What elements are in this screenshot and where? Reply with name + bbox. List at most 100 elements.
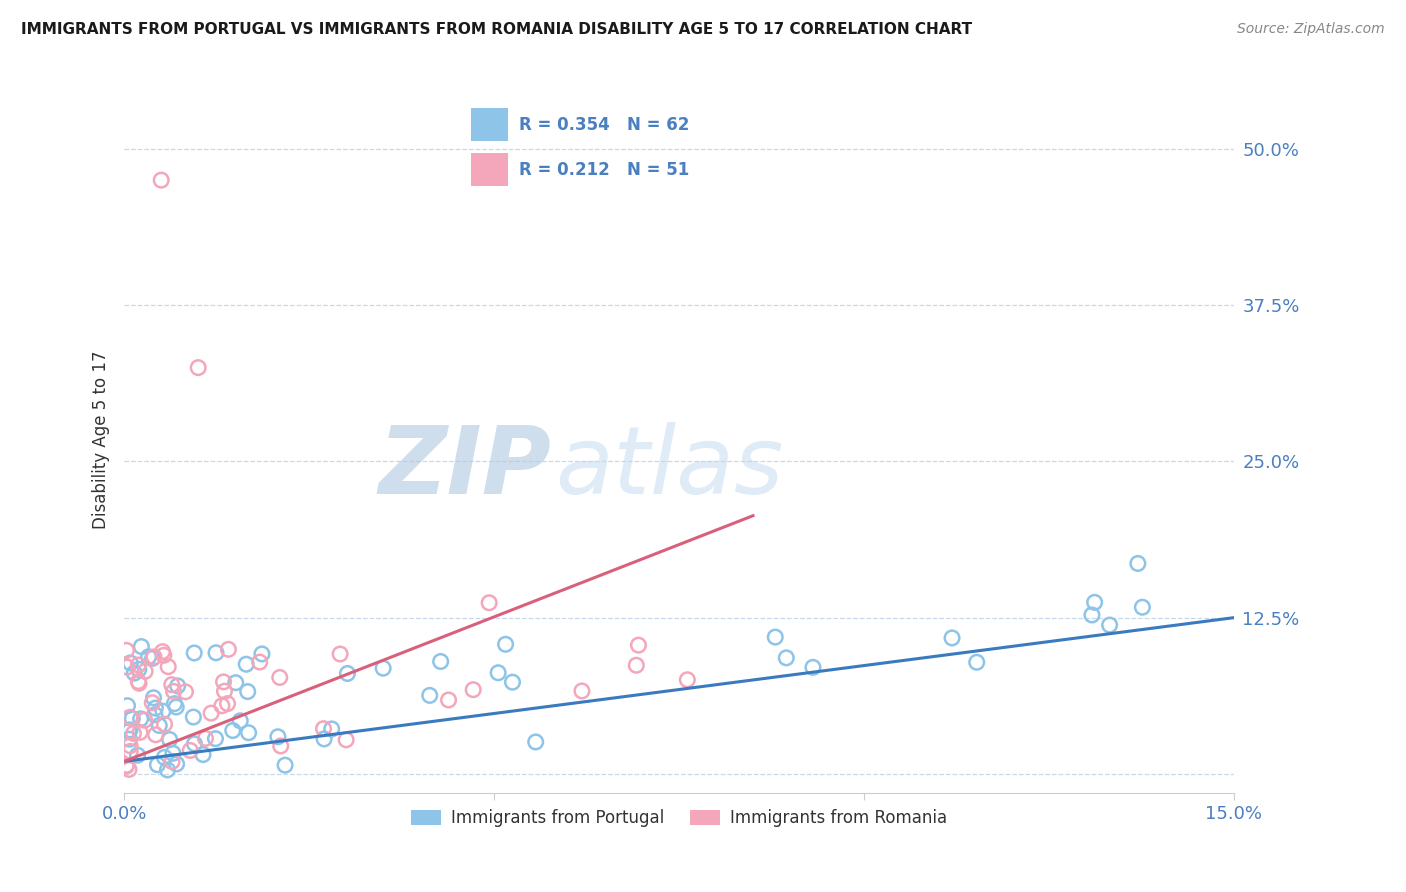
Point	[194, 731, 217, 746]
Point	[336, 666, 359, 681]
Point	[118, 763, 141, 777]
Point	[419, 689, 441, 703]
Point	[115, 660, 138, 674]
Point	[129, 725, 152, 739]
Point	[115, 643, 138, 657]
Point	[238, 725, 260, 739]
Point	[627, 638, 650, 652]
Point	[217, 697, 239, 711]
Point	[235, 657, 257, 672]
Point	[966, 655, 988, 669]
Point	[152, 704, 174, 718]
Point	[166, 756, 188, 771]
Point	[676, 673, 699, 687]
Point	[249, 655, 271, 669]
Point	[146, 757, 169, 772]
Point	[121, 712, 143, 726]
Point	[157, 659, 180, 673]
Point	[1132, 600, 1154, 615]
Point	[145, 701, 167, 715]
Point	[183, 646, 205, 660]
Point	[148, 718, 170, 732]
Point	[159, 732, 181, 747]
Point	[134, 713, 156, 727]
Point	[141, 696, 163, 710]
Point	[160, 678, 183, 692]
Point	[1084, 595, 1107, 609]
Point	[495, 637, 517, 651]
Legend: Immigrants from Portugal, Immigrants from Romania: Immigrants from Portugal, Immigrants fro…	[405, 803, 953, 834]
Point	[153, 717, 176, 731]
Text: Source: ZipAtlas.com: Source: ZipAtlas.com	[1237, 22, 1385, 37]
Point	[212, 674, 235, 689]
Point	[626, 658, 648, 673]
Point	[120, 656, 142, 670]
Point	[138, 649, 160, 664]
Point	[127, 674, 149, 689]
Point	[1126, 557, 1149, 571]
Point	[329, 647, 352, 661]
Point	[143, 707, 166, 722]
Point	[217, 642, 239, 657]
Point	[274, 758, 297, 772]
Point	[115, 759, 138, 773]
Point	[801, 660, 824, 674]
Point	[165, 700, 187, 714]
Point	[312, 722, 335, 736]
Point	[763, 630, 786, 644]
Point	[183, 710, 205, 724]
Point	[162, 684, 184, 698]
Point	[229, 714, 252, 728]
Point	[166, 679, 188, 693]
Point	[205, 646, 228, 660]
Point	[120, 723, 142, 737]
Point	[174, 685, 197, 699]
Point	[191, 747, 214, 762]
Point	[478, 596, 501, 610]
Point	[150, 173, 173, 187]
Point	[179, 743, 201, 757]
Point	[524, 735, 547, 749]
Point	[211, 698, 233, 713]
Point	[1098, 618, 1121, 632]
Point	[127, 748, 149, 763]
Point	[429, 655, 451, 669]
Point	[236, 684, 259, 698]
Point	[142, 651, 165, 665]
Point	[162, 747, 184, 761]
Point	[225, 675, 247, 690]
Point	[269, 670, 291, 684]
Point	[134, 665, 156, 679]
Point	[270, 739, 292, 753]
Point	[321, 722, 343, 736]
Point	[775, 650, 797, 665]
Point	[222, 723, 245, 738]
Point	[142, 690, 165, 705]
Point	[204, 731, 226, 746]
Point	[152, 645, 174, 659]
Point	[115, 758, 138, 772]
Point	[200, 706, 222, 720]
Y-axis label: Disability Age 5 to 17: Disability Age 5 to 17	[93, 351, 110, 529]
Point	[145, 728, 167, 742]
Point	[571, 684, 593, 698]
Point	[463, 682, 485, 697]
Point	[120, 739, 142, 753]
Point	[267, 730, 290, 744]
Point	[117, 698, 139, 713]
Point	[143, 650, 166, 665]
Text: atlas: atlas	[555, 422, 783, 513]
Point	[156, 763, 179, 777]
Point	[127, 657, 149, 672]
Point	[373, 661, 395, 675]
Point	[437, 693, 460, 707]
Point	[335, 732, 357, 747]
Point	[486, 665, 509, 680]
Point	[314, 731, 336, 746]
Point	[183, 737, 205, 751]
Point	[124, 666, 146, 681]
Text: IMMIGRANTS FROM PORTUGAL VS IMMIGRANTS FROM ROMANIA DISABILITY AGE 5 TO 17 CORRE: IMMIGRANTS FROM PORTUGAL VS IMMIGRANTS F…	[21, 22, 972, 37]
Point	[1081, 607, 1104, 622]
Point	[250, 647, 273, 661]
Point	[128, 676, 150, 690]
